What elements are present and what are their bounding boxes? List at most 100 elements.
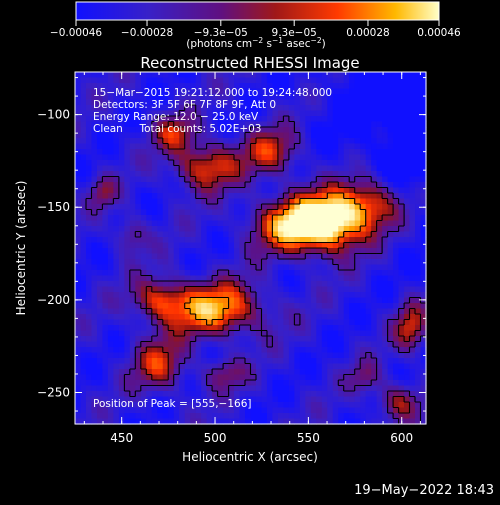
heatmap-cell — [96, 308, 104, 315]
heatmap-cell — [382, 231, 389, 238]
heatmap-cell — [272, 149, 279, 156]
heatmap-cell — [124, 116, 131, 123]
heatmap-cell — [393, 237, 400, 244]
heatmap-cell — [338, 193, 345, 200]
heatmap-cell — [184, 413, 191, 420]
heatmap-cell — [365, 330, 372, 337]
heatmap-cell — [135, 391, 142, 398]
heatmap-cell — [96, 226, 104, 233]
heatmap-cell — [245, 418, 252, 425]
heatmap-cell — [277, 215, 284, 222]
heatmap-cell — [365, 297, 372, 304]
heatmap-cell — [360, 99, 367, 106]
heatmap-cell — [195, 259, 202, 266]
heatmap-cell — [360, 259, 367, 266]
heatmap-cell — [168, 99, 175, 106]
heatmap-cell — [338, 418, 345, 425]
heatmap-cell — [135, 105, 142, 112]
heatmap-cell — [184, 105, 191, 112]
heatmap-cell — [299, 220, 306, 227]
heatmap-cell — [173, 171, 180, 178]
heatmap-cell — [420, 72, 427, 79]
heatmap-cell — [266, 286, 274, 293]
heatmap-cell — [184, 336, 191, 343]
heatmap-cell — [255, 402, 263, 409]
heatmap-cell — [146, 209, 153, 216]
heatmap-cell — [316, 319, 323, 326]
heatmap-cell — [228, 286, 235, 293]
heatmap-cell — [217, 88, 224, 95]
heatmap-cell — [327, 352, 334, 359]
heatmap-cell — [179, 193, 186, 200]
heatmap-cell — [360, 358, 367, 365]
heatmap-cell — [294, 77, 301, 84]
heatmap-cell — [91, 138, 98, 145]
heatmap-cell — [75, 215, 82, 222]
heatmap-cell — [168, 270, 175, 277]
heatmap-cell — [360, 121, 367, 128]
heatmap-cell — [250, 418, 257, 425]
heatmap-cell — [305, 325, 312, 332]
heatmap-cell — [102, 72, 109, 79]
heatmap-cell — [118, 182, 125, 189]
heatmap-cell — [261, 193, 268, 200]
heatmap-cell — [168, 303, 175, 310]
heatmap-cell — [272, 407, 279, 414]
heatmap-cell — [376, 391, 383, 398]
heatmap-cell — [223, 341, 230, 348]
heatmap-cell — [173, 226, 180, 233]
heatmap-cell — [157, 193, 164, 200]
heatmap-cell — [206, 88, 213, 95]
heatmap-cell — [96, 72, 104, 79]
heatmap-cell — [239, 83, 246, 90]
heatmap-cell — [393, 193, 400, 200]
heatmap-cell — [135, 308, 142, 315]
heatmap-cell — [305, 110, 312, 117]
heatmap-cell — [409, 264, 416, 271]
heatmap-cell — [371, 352, 378, 359]
heatmap-cell — [157, 215, 164, 222]
heatmap-cell — [354, 204, 361, 211]
heatmap-cell — [321, 143, 328, 150]
heatmap-cell — [272, 154, 279, 161]
heatmap-cell — [140, 363, 147, 370]
heatmap-cell — [299, 264, 306, 271]
heatmap-cell — [305, 270, 312, 277]
heatmap-cell — [245, 171, 252, 178]
heatmap-cell — [277, 105, 284, 112]
heatmap-cell — [332, 154, 339, 161]
heatmap-cell — [420, 154, 427, 161]
heatmap-cell — [299, 226, 306, 233]
heatmap-cell — [102, 413, 109, 420]
heatmap-cell — [250, 369, 257, 376]
heatmap-cell — [107, 369, 114, 376]
heatmap-cell — [316, 264, 323, 271]
heatmap-cell — [316, 270, 323, 277]
heatmap-cell — [184, 391, 191, 398]
heatmap-cell — [85, 264, 93, 271]
heatmap-cell — [415, 171, 422, 178]
heatmap-cell — [140, 391, 147, 398]
heatmap-cell — [420, 231, 427, 238]
heatmap-cell — [179, 182, 186, 189]
heatmap-cell — [228, 127, 235, 134]
heatmap-cell — [420, 303, 427, 310]
heatmap-cell — [96, 391, 104, 398]
heatmap-cell — [321, 325, 328, 332]
heatmap-cell — [354, 330, 361, 337]
heatmap-cell — [420, 127, 427, 134]
heatmap-cell — [91, 72, 98, 79]
heatmap-cell — [80, 308, 87, 315]
heatmap-cell — [151, 127, 158, 134]
heatmap-cell — [91, 308, 98, 315]
heatmap-cell — [206, 270, 213, 277]
heatmap-cell — [157, 407, 164, 414]
heatmap-cell — [349, 314, 356, 321]
heatmap-cell — [382, 319, 389, 326]
heatmap-cell — [338, 259, 345, 266]
heatmap-cell — [217, 231, 224, 238]
heatmap-cell — [129, 270, 136, 277]
heatmap-cell — [113, 154, 120, 161]
heatmap-cell — [266, 264, 274, 271]
heatmap-cell — [343, 275, 350, 282]
